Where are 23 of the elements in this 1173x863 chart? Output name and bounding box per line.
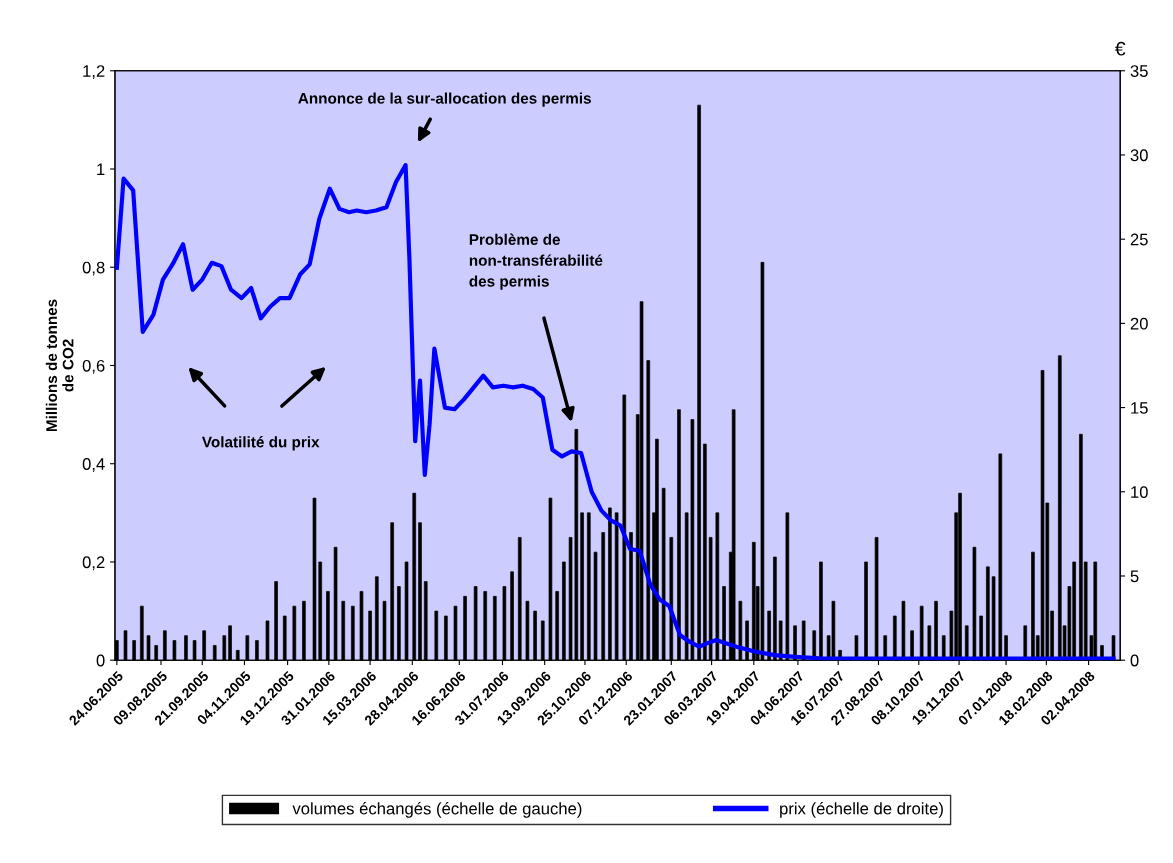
y-axis-title: Millions de tonnes de CO2 — [45, 299, 74, 432]
y-tick-label: 0 — [96, 654, 105, 667]
annotation: Volatilité du prix — [201, 436, 320, 451]
y2-axis-title: € — [1114, 41, 1126, 56]
annotation: Problème de non-transférabilité des permis — [469, 233, 603, 290]
y-tick-label: 0,8 — [82, 261, 105, 276]
annotation: Annonce de la sur-allocation des permis — [298, 92, 591, 107]
y2-tick-label: 25 — [1130, 233, 1148, 246]
y2-tick-label: 15 — [1131, 402, 1148, 414]
y-tick-label: 1 — [97, 163, 105, 176]
y2-tick-label: 30 — [1130, 149, 1148, 162]
y-tick-label: 1,2 — [83, 65, 105, 79]
y2-tick-label: 5 — [1130, 570, 1139, 583]
y2-tick-label: 10 — [1131, 486, 1148, 498]
y-tick-label: 0,4 — [82, 458, 105, 472]
legend-label: volumes échangés (échelle de gauche) — [292, 802, 582, 818]
line-series — [114, 162, 1116, 661]
y-tick-label: 0,6 — [82, 359, 105, 374]
y2-tick-label: 20 — [1130, 317, 1148, 330]
y2-tick-label: 0 — [1130, 654, 1139, 667]
y-tick-label: 0,2 — [82, 556, 105, 571]
y2-tick-label: 35 — [1130, 65, 1148, 77]
legend-label: prix (échelle de droite) — [780, 802, 943, 818]
